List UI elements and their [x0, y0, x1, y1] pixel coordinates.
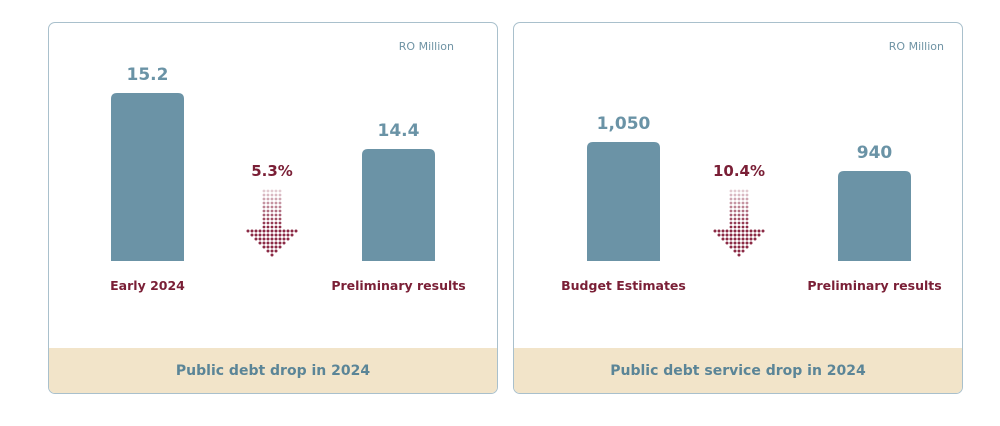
change-label: 5.3%	[251, 162, 293, 180]
change-label: 10.4%	[713, 162, 765, 180]
category-label: Preliminary results	[807, 278, 941, 293]
category-label: Budget Estimates	[561, 278, 686, 293]
category-label: Preliminary results	[331, 278, 465, 293]
bar	[111, 93, 184, 261]
down-arrow-icon	[246, 189, 298, 257]
down-arrow-icon	[713, 189, 765, 257]
bar	[587, 141, 660, 261]
value-label: 15.2	[127, 65, 169, 85]
category-label: Early 2024	[110, 278, 185, 293]
bar	[362, 149, 435, 261]
chart-panel-public-debt: RO Million 15.2 Early 2024 14.4 Preliminary …	[48, 22, 498, 394]
chart-title: Public debt service drop in 2024	[514, 348, 962, 393]
unit-label: RO Million	[399, 40, 454, 53]
unit-label: RO Million	[889, 40, 944, 53]
value-label: 940	[857, 143, 893, 163]
value-label: 1,050	[597, 114, 651, 134]
chart-svg: RO Million 15.2 Early 2024 14.4 Preliminary …	[110, 40, 466, 293]
chart-title: Public debt drop in 2024	[49, 348, 497, 393]
bar	[838, 171, 911, 261]
value-label: 14.4	[378, 121, 420, 141]
chart-svg: RO Million 1,050 Budget Estimates 940 Prelim…	[561, 40, 944, 293]
chart-panel-debt-service: RO Million 1,050 Budget Estimates 940 Prelim…	[513, 22, 963, 394]
